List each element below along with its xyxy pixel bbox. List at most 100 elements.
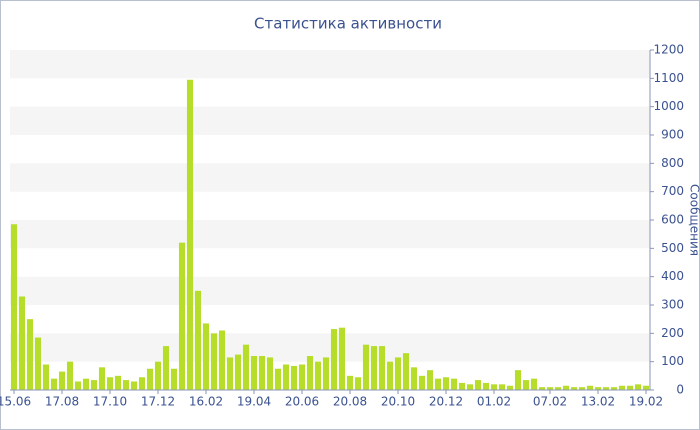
x-tick-label: 13.02 xyxy=(581,395,615,409)
x-tick-label: 20.08 xyxy=(333,395,367,409)
y-tick-label: 300 xyxy=(661,298,684,312)
bar xyxy=(394,357,402,390)
x-tick-label: 19.04 xyxy=(237,395,271,409)
grid-band xyxy=(10,333,650,362)
bar xyxy=(218,330,226,390)
bar xyxy=(50,378,58,390)
bar xyxy=(634,384,642,390)
bar xyxy=(90,380,98,390)
bar xyxy=(362,344,370,390)
y-tick-label: 1200 xyxy=(653,43,684,57)
bar xyxy=(578,387,586,390)
grid-band xyxy=(10,163,650,192)
bar xyxy=(138,377,146,390)
bar xyxy=(210,333,218,390)
bar xyxy=(642,385,650,390)
bar xyxy=(370,346,378,390)
bar xyxy=(298,364,306,390)
bar xyxy=(386,361,394,390)
x-tick-label: 20.10 xyxy=(381,395,415,409)
y-tick-label: 0 xyxy=(676,383,684,397)
bar xyxy=(34,337,42,390)
bar xyxy=(330,329,338,390)
bar xyxy=(490,384,498,390)
bar xyxy=(178,242,186,390)
bar xyxy=(410,367,418,390)
x-tick-label: 17.10 xyxy=(93,395,127,409)
bar xyxy=(258,356,266,390)
bar xyxy=(10,224,18,390)
y-tick-label: 1000 xyxy=(653,99,684,113)
bar xyxy=(186,79,194,390)
bar xyxy=(498,384,506,390)
bar xyxy=(594,387,602,390)
bar xyxy=(194,290,202,390)
bar xyxy=(554,387,562,390)
bar xyxy=(82,378,90,390)
bar xyxy=(162,346,170,390)
y-tick-label: 600 xyxy=(661,213,684,227)
grid-band xyxy=(10,50,650,79)
x-tick-label: 20.06 xyxy=(285,395,319,409)
bar xyxy=(506,385,514,390)
bar xyxy=(242,344,250,390)
bar xyxy=(26,319,34,390)
x-tick-label: 17.12 xyxy=(141,395,175,409)
bar xyxy=(570,387,578,390)
x-tick-label: 01.02 xyxy=(477,395,511,409)
bar xyxy=(346,375,354,390)
bar xyxy=(58,371,66,390)
bar xyxy=(250,356,258,390)
y-tick-label: 400 xyxy=(661,269,684,283)
bar xyxy=(442,377,450,390)
bar xyxy=(530,378,538,390)
x-tick-label: 07.02 xyxy=(533,395,567,409)
bar xyxy=(154,361,162,390)
chart-title: Статистика активности xyxy=(254,15,442,33)
bar xyxy=(426,370,434,390)
y-tick-label: 800 xyxy=(661,156,684,170)
bar xyxy=(98,367,106,390)
bar xyxy=(434,378,442,390)
y-tick-label: 900 xyxy=(661,128,684,142)
bar xyxy=(618,385,626,390)
bar xyxy=(514,370,522,390)
bar xyxy=(234,354,242,390)
grid-band xyxy=(10,106,650,135)
y-tick-label: 700 xyxy=(661,184,684,198)
bar xyxy=(146,368,154,390)
bar xyxy=(122,380,130,390)
bar xyxy=(202,323,210,390)
y-tick-label: 1100 xyxy=(653,71,684,85)
x-tick-label: 15.06 xyxy=(0,395,31,409)
bar xyxy=(378,346,386,390)
bar xyxy=(130,381,138,390)
bar xyxy=(274,368,282,390)
bar xyxy=(482,382,490,390)
bar xyxy=(314,361,322,390)
bar xyxy=(402,353,410,390)
grid-band xyxy=(10,220,650,249)
bar xyxy=(610,387,618,390)
bar xyxy=(466,384,474,390)
bar xyxy=(602,387,610,390)
y-axis-label: Сообщения xyxy=(688,184,700,256)
bar xyxy=(322,357,330,390)
y-tick-label: 200 xyxy=(661,326,684,340)
x-tick-label: 16.02 xyxy=(189,395,223,409)
bar xyxy=(474,380,482,390)
bar xyxy=(170,368,178,390)
bar xyxy=(226,357,234,390)
bar xyxy=(586,385,594,390)
x-tick-label: 19.02 xyxy=(629,395,663,409)
bar xyxy=(282,364,290,390)
bar xyxy=(418,375,426,390)
bar xyxy=(522,380,530,390)
bar xyxy=(458,382,466,390)
bar xyxy=(450,378,458,390)
bar xyxy=(290,365,298,390)
y-tick-label: 100 xyxy=(661,354,684,368)
bar xyxy=(114,375,122,390)
bar xyxy=(538,387,546,390)
